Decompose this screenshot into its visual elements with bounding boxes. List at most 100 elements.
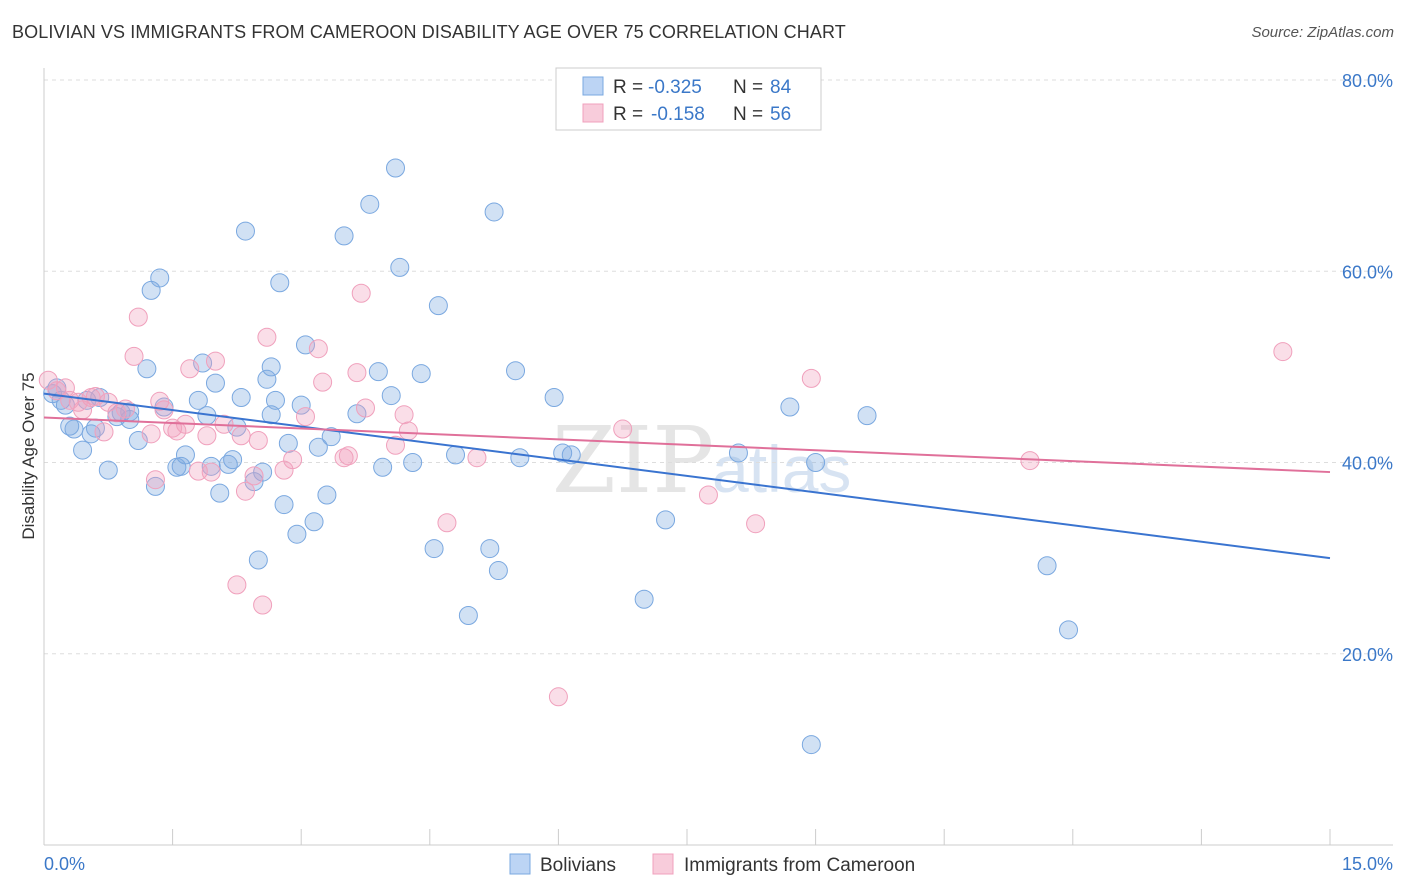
bolivians-point: [458, 606, 478, 625]
bolivians-point: [484, 202, 504, 222]
bolivians-point: [780, 397, 800, 417]
legend-r-value-2: -0.158: [651, 104, 705, 125]
chart-title: BOLIVIAN VS IMMIGRANTS FROM CAMEROON DIS…: [12, 22, 846, 42]
y-tick-label: 20.0%: [1342, 645, 1393, 665]
cameroon-point: [313, 372, 333, 392]
cameroon-point: [295, 407, 315, 427]
bolivians-point: [64, 419, 84, 439]
cameroon-point: [351, 283, 371, 303]
cameroon-point: [308, 339, 328, 359]
bolivians-point: [210, 483, 230, 503]
bolivians-point: [728, 443, 748, 463]
bolivians-points: [43, 158, 1079, 755]
legend-bottom-swatch-bolivians: [509, 853, 531, 875]
source-credit: Source: ZipAtlas.com: [1251, 24, 1394, 41]
cameroon-point: [128, 307, 148, 327]
bolivians-point: [150, 268, 170, 288]
bolivians-point: [656, 510, 676, 530]
bolivians-point: [360, 194, 380, 214]
cameroon-point: [746, 514, 766, 534]
series-legend: Bolivians Immigrants from Cameroon: [509, 853, 915, 876]
cameroon-point: [801, 368, 821, 388]
y-tick-label: 60.0%: [1342, 262, 1393, 282]
cameroon-point: [437, 513, 457, 533]
bolivians-point: [801, 735, 821, 755]
bolivians-point: [261, 357, 281, 377]
bolivians-point: [308, 437, 328, 457]
cameroon-point: [94, 422, 114, 442]
bolivians-point: [304, 512, 324, 532]
bolivians-point: [188, 390, 208, 410]
bolivians-point: [488, 561, 508, 581]
cameroon-point: [244, 466, 264, 486]
bolivians-point: [231, 387, 251, 407]
cameroon-point: [248, 431, 268, 451]
cameroon-point: [283, 450, 303, 470]
cameroon-point: [467, 448, 487, 468]
bolivians-point: [634, 589, 654, 609]
cameroon-point: [201, 462, 221, 482]
bolivians-point: [381, 386, 401, 406]
bolivians-point: [201, 456, 221, 476]
bolivians-point: [270, 273, 290, 293]
legend-swatch-cameroon: [582, 103, 604, 123]
cameroon-point: [356, 398, 375, 418]
y-axis-title: Disability Age Over 75: [19, 372, 38, 539]
bolivians-point: [403, 453, 423, 472]
legend-bottom-label-cameroon: Immigrants from Cameroon: [684, 855, 915, 876]
bolivians-point: [291, 395, 311, 415]
cameroon-point: [398, 421, 418, 441]
bolivians-point: [287, 524, 307, 544]
cameroon-point: [235, 481, 255, 501]
bolivians-point: [205, 373, 225, 393]
trend-lines: [43, 392, 1331, 560]
x-ticks: [172, 829, 1331, 845]
bolivians-trend-line: [43, 392, 1331, 560]
cameroon-point: [257, 327, 277, 347]
bolivians-point: [295, 335, 315, 355]
legend-n-label-1: N =: [733, 77, 763, 98]
cameroon-point: [394, 405, 414, 425]
cameroon-point: [205, 351, 225, 371]
legend-bottom-swatch-cameroon: [652, 853, 674, 875]
bolivians-point: [806, 453, 826, 472]
legend-bottom-label-bolivians: Bolivians: [540, 855, 616, 876]
cameroon-point: [613, 419, 633, 439]
bolivians-point: [278, 433, 298, 453]
bolivians-point: [373, 457, 393, 477]
bolivians-point: [480, 539, 500, 559]
cameroon-point: [180, 359, 200, 379]
x-tick-label-max: 15.0%: [1342, 854, 1393, 874]
cameroon-trend-line: [43, 416, 1331, 474]
bolivians-point: [1059, 620, 1079, 640]
y-tick-label: 80.0%: [1342, 71, 1393, 91]
bolivians-point: [321, 427, 341, 447]
bolivians-point: [561, 445, 581, 465]
y-tick-label: 40.0%: [1342, 454, 1393, 474]
cameroon-point: [347, 363, 367, 383]
bolivians-point: [510, 448, 530, 468]
cameroon-point: [141, 424, 161, 444]
bolivians-point: [428, 296, 448, 316]
bolivians-point: [411, 364, 431, 384]
gridlines: [44, 79, 1393, 655]
bolivians-point: [390, 257, 410, 277]
bolivians-point: [257, 369, 277, 389]
bolivians-point: [137, 359, 157, 379]
legend-swatch-bolivians: [582, 76, 604, 96]
legend-n-value-1: 84: [770, 77, 792, 98]
cameroon-point: [548, 687, 568, 707]
bolivians-point: [857, 406, 877, 426]
bolivians-point: [506, 361, 526, 381]
cameroon-point: [150, 391, 170, 411]
bolivians-point: [544, 387, 564, 407]
legend-r-value-1: -0.325: [648, 77, 702, 98]
cameroon-point: [698, 485, 718, 505]
cameroon-point: [145, 470, 165, 490]
bolivians-point: [223, 450, 243, 470]
legend-r-label-2: R =: [613, 104, 643, 125]
watermark-zip: ZIP: [552, 407, 714, 514]
cameroon-point: [1273, 342, 1293, 362]
legend-r-label-1: R =: [613, 77, 643, 98]
cameroon-point: [386, 435, 406, 455]
